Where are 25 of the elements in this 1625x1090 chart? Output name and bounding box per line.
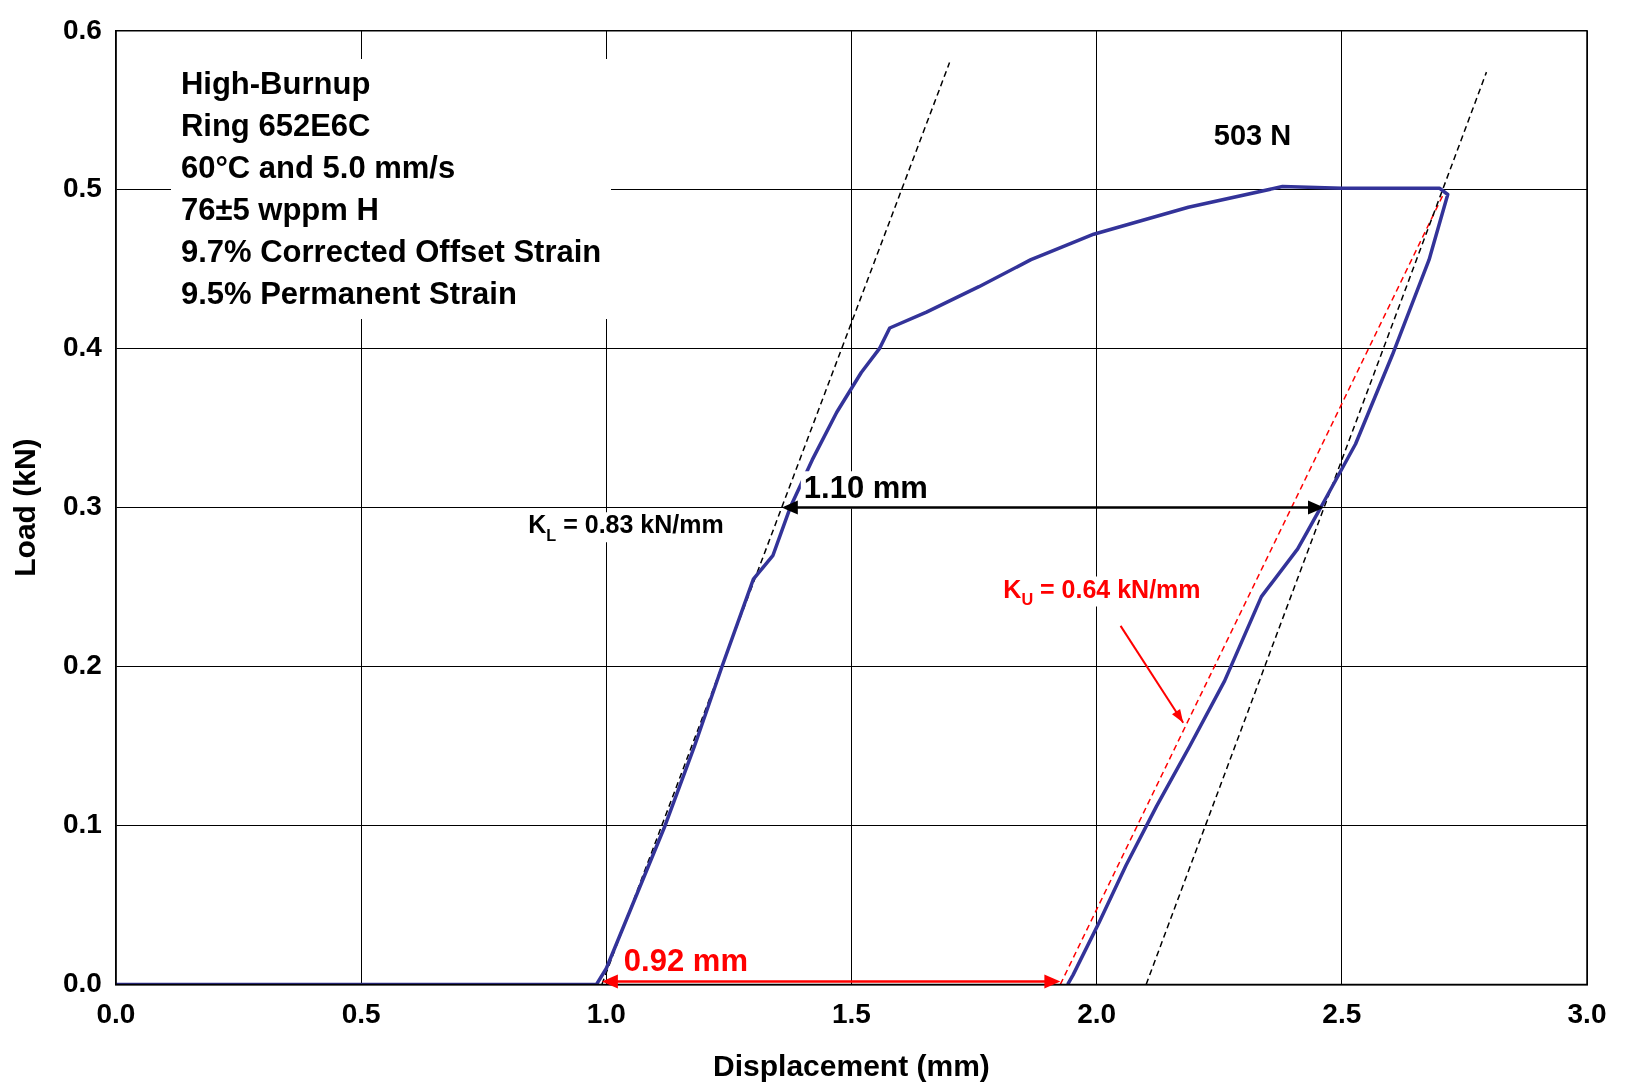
y-tick-label: 0.3 [62,490,102,522]
y-tick-label: 0.2 [62,649,102,681]
y-tick-label: 0.1 [62,808,102,840]
x-tick-label: 0.0 [96,997,136,1029]
y-axis-title: Load (kN) [8,438,42,577]
x-axis-title: Displacement (mm) [713,1049,990,1083]
y-tick-label: 0.5 [62,172,102,204]
annotation: 9.7% Corrected Offset Strain [180,232,602,271]
annotation: 60°C and 5.0 mm/s [180,148,457,187]
x-tick-label: 1.5 [831,997,871,1029]
annotation: 1.10 mm [803,469,928,505]
x-tick-label: 1.0 [586,997,626,1029]
y-tick-label: 0.4 [62,331,103,363]
annotation: 503 N [1213,118,1292,151]
y-tick-label: 0.0 [62,967,102,999]
x-tick-label: 3.0 [1567,997,1607,1029]
y-tick-label: 0.6 [62,13,102,45]
annotation: High-Burnup [180,64,372,103]
x-tick-label: 2.0 [1077,997,1117,1029]
annotation: Ring 652E6C [180,106,372,145]
annotation: 0.92 mm [623,943,748,979]
annotation: 76±5 wppm H [180,190,380,229]
x-tick-label: 2.5 [1322,997,1362,1029]
annotation: 9.5% Permanent Strain [180,274,518,313]
x-tick-label: 0.5 [341,997,381,1029]
